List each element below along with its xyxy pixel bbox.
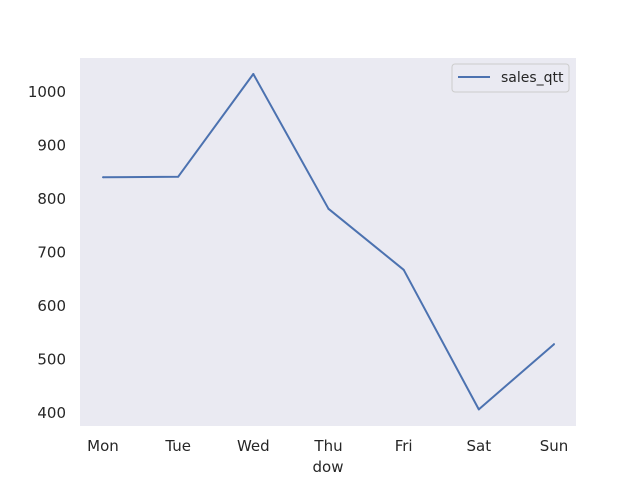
- x-axis-ticks: Mon Tue Wed Thu Fri Sat Sun: [87, 437, 568, 455]
- legend: sales_qtt: [451, 63, 570, 93]
- x-tick-label: Fri: [395, 437, 413, 455]
- y-tick-label: 700: [37, 244, 66, 262]
- y-tick-label: 1000: [28, 83, 66, 101]
- data-point: [177, 175, 180, 178]
- y-tick-label: 400: [37, 404, 66, 422]
- legend-box: [451, 63, 570, 93]
- plot-area: [80, 58, 576, 426]
- x-axis-label: dow: [313, 458, 344, 476]
- x-tick-label: Tue: [164, 437, 191, 455]
- x-tick-label: Mon: [87, 437, 119, 455]
- x-tick-label: Thu: [313, 437, 342, 455]
- data-point: [252, 73, 255, 76]
- data-point: [402, 268, 405, 271]
- data-point: [553, 343, 555, 346]
- legend-label-sales_qtt: sales_qtt: [501, 70, 564, 86]
- series-layer: [102, 73, 555, 411]
- y-tick-label: 600: [37, 297, 66, 315]
- x-tick-label: Sun: [540, 437, 569, 455]
- x-tick-label: Wed: [237, 437, 270, 455]
- y-tick-label: 900: [37, 137, 66, 155]
- x-tick-label: Sat: [467, 437, 492, 455]
- data-point: [477, 408, 480, 411]
- data-point: [102, 176, 104, 179]
- y-axis-ticks: 400 500 600 700 800 900 1000: [28, 83, 66, 422]
- y-tick-label: 800: [37, 190, 66, 208]
- y-tick-label: 500: [37, 351, 66, 369]
- data-point: [327, 207, 330, 210]
